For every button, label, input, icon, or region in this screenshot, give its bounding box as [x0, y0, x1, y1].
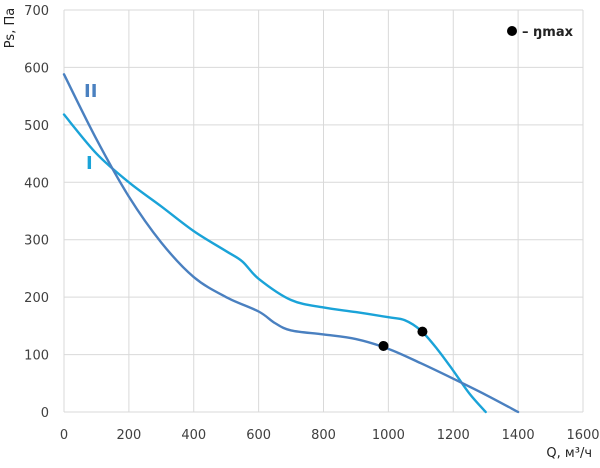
eta-max-point-i: [417, 326, 428, 337]
y-tick-label: 0: [41, 406, 49, 421]
y-tick-label: 300: [24, 234, 49, 249]
x-axis-title: Q, м³/ч: [546, 446, 592, 461]
y-axis-ticks: 0 100 200 300 400 500 600 700: [24, 4, 49, 421]
legend-marker: [507, 26, 517, 36]
x-tick-label: 1400: [502, 428, 535, 443]
series-lines: [62, 73, 520, 414]
x-axis-ticks: 0 200 400 600 800 1000 1200 1400 1600: [60, 428, 600, 443]
y-tick-label: 100: [24, 349, 49, 364]
series-label-i: I: [86, 153, 93, 174]
x-tick-label: 600: [246, 428, 271, 443]
series-line-ii: [62, 73, 520, 414]
legend-label: – ŋmax: [522, 25, 574, 40]
x-tick-label: 1000: [372, 428, 405, 443]
x-tick-label: 0: [60, 428, 68, 443]
x-tick-label: 200: [116, 428, 141, 443]
x-tick-label: 800: [311, 428, 336, 443]
x-tick-label: 1600: [566, 428, 599, 443]
x-tick-label: 1200: [437, 428, 470, 443]
y-axis-title: Ps, Па: [3, 8, 18, 48]
y-tick-label: 200: [24, 291, 49, 306]
y-tick-label: 600: [24, 61, 49, 76]
series-label-ii: II: [84, 81, 97, 102]
series-line-i: [62, 113, 487, 414]
legend: – ŋmax: [507, 25, 574, 40]
y-tick-label: 500: [24, 119, 49, 134]
grid: [63, 9, 584, 413]
y-tick-label: 700: [24, 4, 49, 19]
x-tick-label: 400: [181, 428, 206, 443]
eta-max-points: [378, 326, 428, 351]
y-tick-label: 400: [24, 176, 49, 191]
eta-max-point-ii: [378, 340, 389, 351]
